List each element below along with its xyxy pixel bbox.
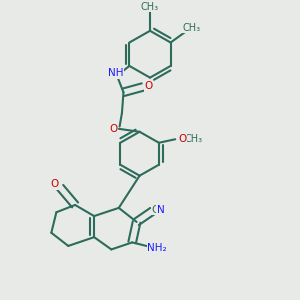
Text: O: O: [51, 179, 59, 189]
Text: CH₃: CH₃: [184, 134, 202, 144]
Text: CH₃: CH₃: [182, 23, 200, 33]
Text: N: N: [157, 205, 164, 214]
Text: C: C: [152, 205, 159, 214]
Text: CH₃: CH₃: [141, 2, 159, 11]
Text: O: O: [110, 124, 118, 134]
Text: NH: NH: [108, 68, 124, 78]
Text: O: O: [178, 134, 187, 144]
Text: O: O: [145, 81, 153, 91]
Text: NH₂: NH₂: [147, 243, 167, 253]
